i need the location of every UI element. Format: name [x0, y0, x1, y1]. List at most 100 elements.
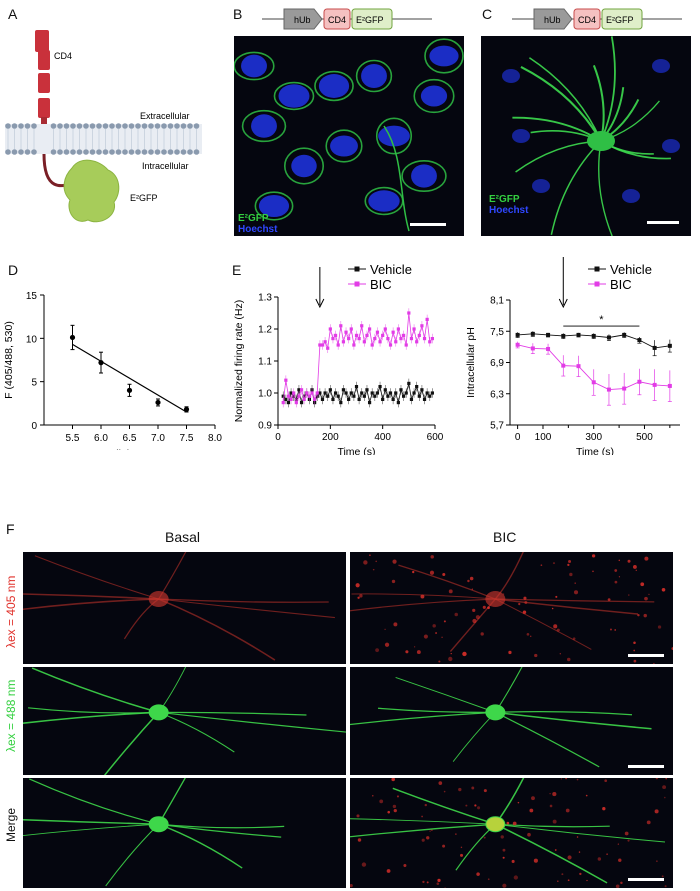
soma	[587, 131, 615, 151]
nucleus	[622, 189, 640, 203]
lipid-head	[50, 149, 57, 155]
y-tick-label: 6,9	[490, 358, 504, 369]
puncta	[632, 565, 637, 569]
neurite	[528, 57, 602, 142]
data-point	[515, 342, 520, 347]
data-point	[333, 333, 338, 337]
soma	[148, 704, 169, 721]
cell-membrane	[424, 38, 464, 74]
data-point	[318, 343, 322, 347]
puncta	[443, 620, 446, 623]
data-point	[420, 388, 424, 392]
puncta	[356, 814, 360, 818]
data-point	[591, 333, 596, 338]
data-point	[305, 391, 309, 395]
data-point	[323, 340, 327, 344]
data-point	[344, 391, 348, 395]
data-point	[357, 397, 361, 401]
puncta	[474, 804, 477, 807]
y-tick-label: 5	[31, 378, 37, 389]
puncta	[487, 606, 490, 610]
data-point	[367, 401, 372, 405]
neurite	[495, 711, 633, 716]
lipid-head	[18, 149, 24, 155]
puncta	[618, 858, 622, 862]
neurite	[377, 707, 496, 714]
puncta	[556, 628, 560, 632]
legend-label: Vehicle	[370, 262, 412, 277]
neurite	[23, 593, 159, 600]
puncta	[487, 878, 490, 881]
puncta	[458, 787, 462, 792]
process	[383, 125, 410, 232]
puncta	[405, 650, 409, 654]
cell-membrane	[254, 191, 294, 221]
puncta	[372, 795, 374, 797]
puncta	[568, 559, 572, 563]
data-point	[652, 382, 657, 387]
puncta	[586, 879, 588, 882]
lipid-head	[31, 149, 37, 155]
cell-membrane	[241, 109, 287, 143]
data-point	[344, 330, 348, 334]
data-point	[391, 330, 395, 334]
puncta	[423, 634, 428, 639]
nucleus	[291, 154, 317, 178]
puncta	[357, 596, 360, 599]
neurite	[350, 598, 496, 612]
scale-bar	[628, 878, 664, 881]
puncta	[644, 596, 648, 601]
data-point	[365, 388, 369, 392]
puncta	[429, 570, 435, 575]
data-point	[430, 337, 434, 341]
puncta	[524, 601, 528, 605]
nucleus	[512, 129, 530, 143]
nucleus	[361, 63, 387, 89]
data-point	[155, 399, 161, 406]
puncta	[609, 628, 612, 631]
lipid-head	[83, 123, 89, 129]
data-point	[284, 378, 288, 382]
lipid-head	[70, 149, 76, 155]
puncta	[553, 624, 558, 629]
data-point	[425, 317, 429, 321]
neurite	[28, 707, 159, 714]
x-axis-label: Time (s)	[337, 446, 375, 455]
puncta	[633, 649, 636, 652]
data-point	[367, 327, 372, 331]
lipid-head	[141, 123, 148, 129]
lipid-head	[128, 149, 135, 155]
data-point	[430, 391, 434, 395]
puncta	[441, 636, 443, 638]
e2gfp-box	[351, 8, 393, 30]
puncta	[549, 804, 553, 808]
puncta	[403, 864, 407, 868]
puncta	[450, 652, 452, 655]
y-tick-label: 1.1	[258, 357, 272, 368]
nucleus	[429, 45, 459, 67]
lipid-head	[174, 149, 180, 155]
data-point	[391, 397, 395, 401]
e2gfp-label: E²GFP	[130, 193, 158, 203]
legend-label: Vehicle	[610, 262, 652, 277]
data-point	[378, 385, 382, 389]
puncta	[502, 856, 505, 859]
puncta	[475, 615, 480, 620]
puncta	[438, 660, 441, 663]
puncta	[567, 855, 572, 860]
puncta	[465, 804, 468, 807]
puncta	[653, 662, 655, 664]
data-point	[399, 388, 403, 392]
neurite	[158, 711, 307, 716]
puncta	[444, 887, 446, 888]
puncta	[565, 778, 568, 780]
puncta	[372, 568, 375, 571]
lipid-head	[76, 149, 83, 155]
data-point	[292, 391, 296, 395]
arrow-head	[558, 298, 568, 309]
puncta	[517, 801, 520, 804]
puncta	[552, 562, 556, 565]
cd4-domain-1	[35, 30, 49, 52]
row-label-488: λex = 488 nm	[4, 679, 18, 752]
puncta	[424, 803, 427, 807]
